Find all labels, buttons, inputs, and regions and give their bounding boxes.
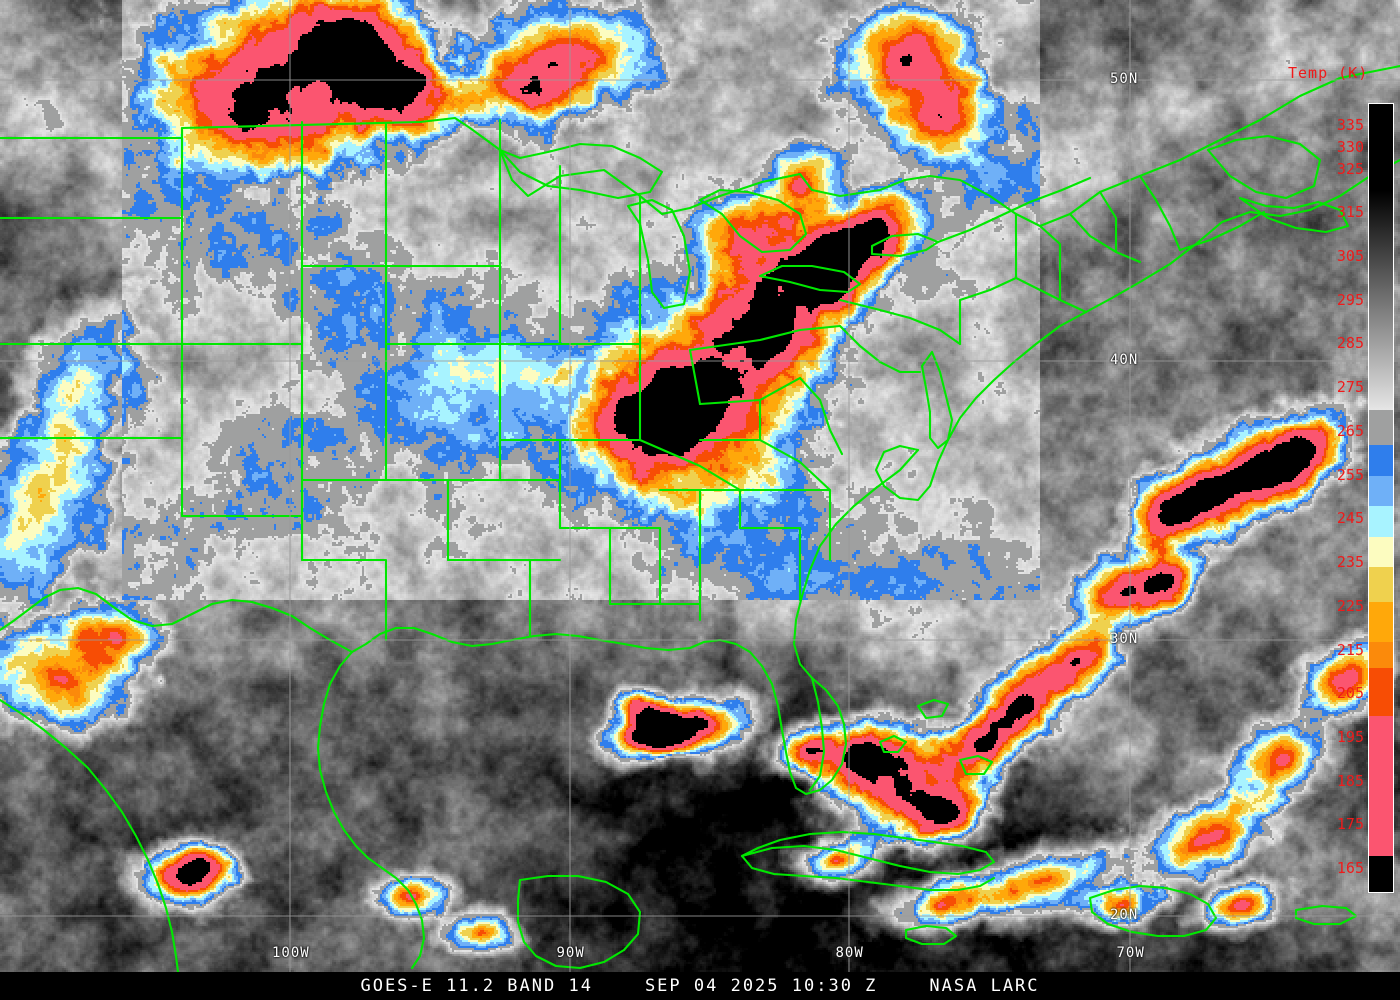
colorbar-tick: 205 — [1336, 684, 1364, 703]
colorbar-segment — [1369, 641, 1393, 668]
colorbar-segment — [1369, 191, 1393, 411]
colorbar-tick: 195 — [1336, 727, 1364, 746]
colorbar-segment — [1369, 475, 1393, 507]
colorbar-segment — [1369, 536, 1393, 568]
colorbar-tick: 275 — [1336, 378, 1364, 397]
colorbar-tick: 175 — [1336, 815, 1364, 834]
colorbar-segment — [1369, 104, 1393, 192]
latitude-label: 50N — [1110, 71, 1139, 87]
colorbar-tick: 165 — [1336, 859, 1364, 878]
longitude-label: 70W — [1116, 945, 1145, 961]
colorbar-segment — [1369, 716, 1393, 857]
longitude-label: 80W — [835, 945, 864, 961]
colorbar-segment — [1369, 410, 1393, 446]
longitude-label: 90W — [556, 945, 585, 961]
colorbar-segment — [1369, 856, 1393, 891]
colorbar-tick: 305 — [1336, 247, 1364, 266]
colorbar-tick: 325 — [1336, 159, 1364, 178]
satellite-imagery-raster — [0, 0, 1400, 972]
colorbar-tick: 285 — [1336, 334, 1364, 353]
latitude-label: 30N — [1110, 631, 1139, 647]
caption-datetime: SEP 04 2025 10:30 Z — [644, 976, 878, 996]
temperature-colorbar — [1368, 103, 1394, 893]
colorbar-tick: 335 — [1336, 115, 1364, 134]
latitude-label: 20N — [1110, 907, 1139, 923]
colorbar-tick: 185 — [1336, 771, 1364, 790]
caption-provider: NASA LARC — [929, 976, 1040, 996]
colorbar-title: Temp (K) — [1288, 64, 1369, 82]
colorbar-segment — [1369, 602, 1393, 642]
colorbar-tick: 295 — [1336, 290, 1364, 309]
longitude-label: 100W — [272, 945, 310, 961]
colorbar-tick: 225 — [1336, 596, 1364, 615]
caption-channel: GOES-E 11.2 BAND 14 — [360, 976, 593, 996]
colorbar-segment — [1369, 506, 1393, 537]
colorbar-segment — [1369, 668, 1393, 717]
colorbar-tick-labels: 335 330 325 315 305 295 285 275 265 255 245 235 225 2… — [1300, 60, 1370, 920]
colorbar-segment — [1369, 445, 1393, 476]
colorbar-tick: 215 — [1336, 640, 1364, 659]
colorbar-tick: 330 — [1336, 137, 1364, 156]
colorbar-tick: 315 — [1336, 203, 1364, 222]
colorbar-segments — [1369, 104, 1393, 892]
colorbar-tick: 265 — [1336, 421, 1364, 440]
colorbar-tick: 245 — [1336, 509, 1364, 528]
colorbar-tick: 235 — [1336, 553, 1364, 572]
colorbar-tick: 255 — [1336, 465, 1364, 484]
latitude-label: 40N — [1110, 352, 1139, 368]
infrared-brightness-temperature-canvas — [0, 0, 1400, 972]
image-caption-bar: GOES-E 11.2 BAND 14 SEP 04 2025 10:30 Z … — [0, 972, 1400, 1000]
colorbar-segment — [1369, 567, 1393, 603]
